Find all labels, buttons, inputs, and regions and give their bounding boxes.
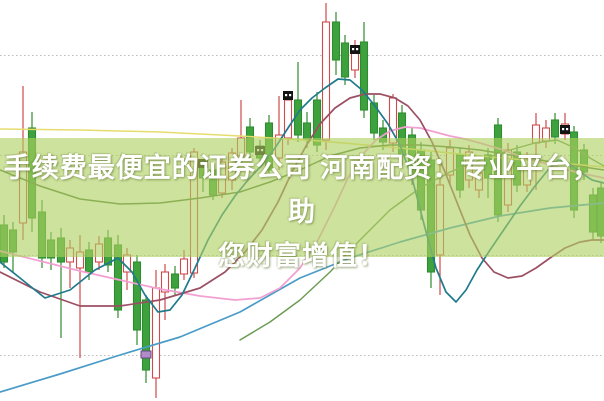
candle-body [359,41,369,111]
marker-dot [566,128,569,131]
candle-body [321,21,331,141]
candle-body [227,152,237,181]
candle-body [113,244,123,311]
marker-dot [200,162,203,165]
candle-body [369,102,379,134]
candle-body [65,247,75,263]
marker-dot [289,94,292,97]
candle-body [474,172,484,191]
candle-body [141,299,151,371]
ma-maroon [0,93,604,307]
candle-body [94,243,104,263]
marker-dot [261,149,264,152]
event-marker-black [560,125,570,134]
candle-body [75,251,85,269]
candle-body [550,119,560,138]
candle-body [596,187,604,237]
marker-dot [285,94,288,97]
candle-body [84,249,94,273]
candle-body [493,124,503,216]
candle-body [455,154,465,191]
candle-body [208,169,218,196]
candle-body [160,271,170,293]
event-marker-black [350,45,360,54]
candle-body [37,211,47,259]
event-marker-black [283,91,293,100]
candle-body [588,194,598,233]
candle-body [331,21,341,61]
candle-body [302,122,312,141]
event-marker-black [255,146,265,155]
candle-body [103,237,113,266]
candle-body [312,99,322,146]
marker-dot [356,48,359,51]
candle-body [435,184,445,256]
candle-body [340,42,350,78]
candle-body [0,224,9,263]
candle-body [245,126,255,153]
candle-body [189,151,199,274]
candle-body [264,122,274,171]
marker-dot [352,48,355,51]
event-marker-purple [140,350,152,359]
candle-body [531,124,541,144]
marker-dot [204,162,207,165]
candle-body [18,151,28,224]
candle-body [236,137,246,157]
candle-body [179,258,189,275]
candle-body [426,159,436,273]
candle-body [56,237,66,263]
marker-dot [257,149,260,152]
candle-body [541,127,551,142]
candle-body [350,52,360,71]
candle-body [8,229,18,253]
candle-body [522,159,532,186]
candle-body [132,261,142,331]
candle-body [170,273,180,289]
candle-body [46,239,56,259]
event-marker-black [198,159,208,168]
candle-body [217,161,227,194]
marker-dot [562,128,565,131]
candle-body [27,127,37,219]
